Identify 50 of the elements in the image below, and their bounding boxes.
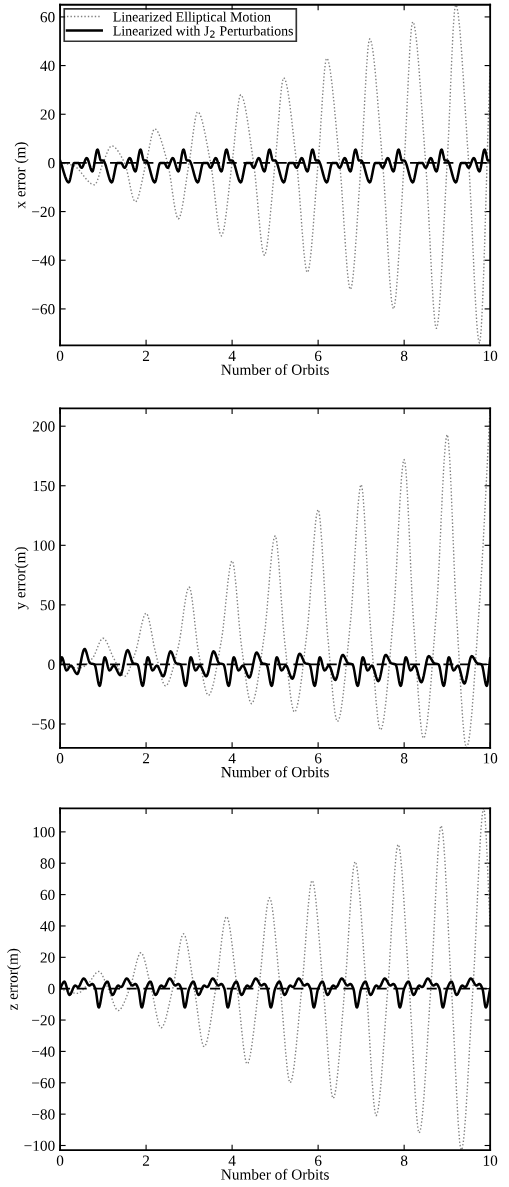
x-tick-label: 4 [228,753,236,764]
y-tick-label: 50 [40,600,55,611]
x-tick-label: 2 [142,350,150,361]
y-axis-title: y error(m) [14,547,29,610]
x-tick-label: 0 [56,753,64,764]
x-tick-label: 10 [483,350,498,362]
y-tick-label: −50 [32,719,55,730]
y-tick-label: 40 [40,921,55,932]
legend-label: Linearized with J$_{2}$ Perturbations [113,25,293,38]
y-tick-label: 20 [40,952,55,963]
y-tick-label: −40 [32,255,55,266]
y-tick-label: −60 [32,1077,55,1089]
y-tick-label: 100 [33,540,55,551]
x-tick-label: 0 [56,1155,64,1166]
y-axis-title: x error (m) [14,142,29,209]
y-tick-label: 0 [48,158,55,169]
y-axis-title: z error(m) [7,948,21,1011]
y-tick-label: 60 [40,889,55,901]
x-tick-label: 6 [314,753,322,764]
y-tick-label: 150 [33,480,55,492]
y-tick-label: −20 [32,206,55,218]
y-tick-label: 0 [48,983,55,995]
x-tick-label: 2 [142,753,150,764]
y-tick-label: 40 [40,60,55,72]
y-tick-label: 0 [48,659,55,670]
x-tick-label: 8 [400,753,408,764]
y-tick-label: −60 [32,304,55,315]
x-tick-label: 6 [314,350,322,362]
y-tick-label: −40 [32,1046,55,1057]
x-tick-label: 10 [483,753,498,764]
y-tick-label: −20 [32,1015,55,1026]
y-tick-label: 20 [40,109,55,120]
x-tick-label: 8 [400,1155,408,1166]
x-tick-label: 2 [142,1155,150,1166]
x-tick-label: 6 [314,1155,322,1166]
x-tick-label: 8 [400,350,408,362]
x-tick-label: 4 [228,350,236,361]
x-tick-label: 0 [56,350,64,362]
y-tick-label: 80 [40,858,55,869]
x-axis-title: Number of Orbits [221,363,329,375]
legend-label: Linearized Elliptical Motion [113,11,271,25]
x-tick-label: 10 [483,1155,498,1166]
y-tick-label: −80 [32,1109,55,1120]
y-tick-label: 60 [40,12,55,23]
x-axis-title: Number of Orbits [221,1168,329,1180]
y-tick-label: −100 [24,1140,55,1151]
y-tick-label: 200 [32,421,55,432]
x-tick-label: 4 [228,1155,236,1166]
y-tick-label: 100 [33,827,55,838]
x-axis-title: Number of Orbits [221,766,329,778]
